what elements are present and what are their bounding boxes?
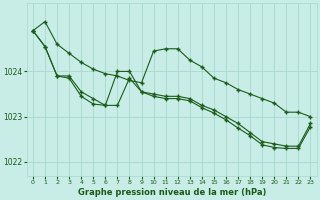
X-axis label: Graphe pression niveau de la mer (hPa): Graphe pression niveau de la mer (hPa) — [77, 188, 266, 197]
